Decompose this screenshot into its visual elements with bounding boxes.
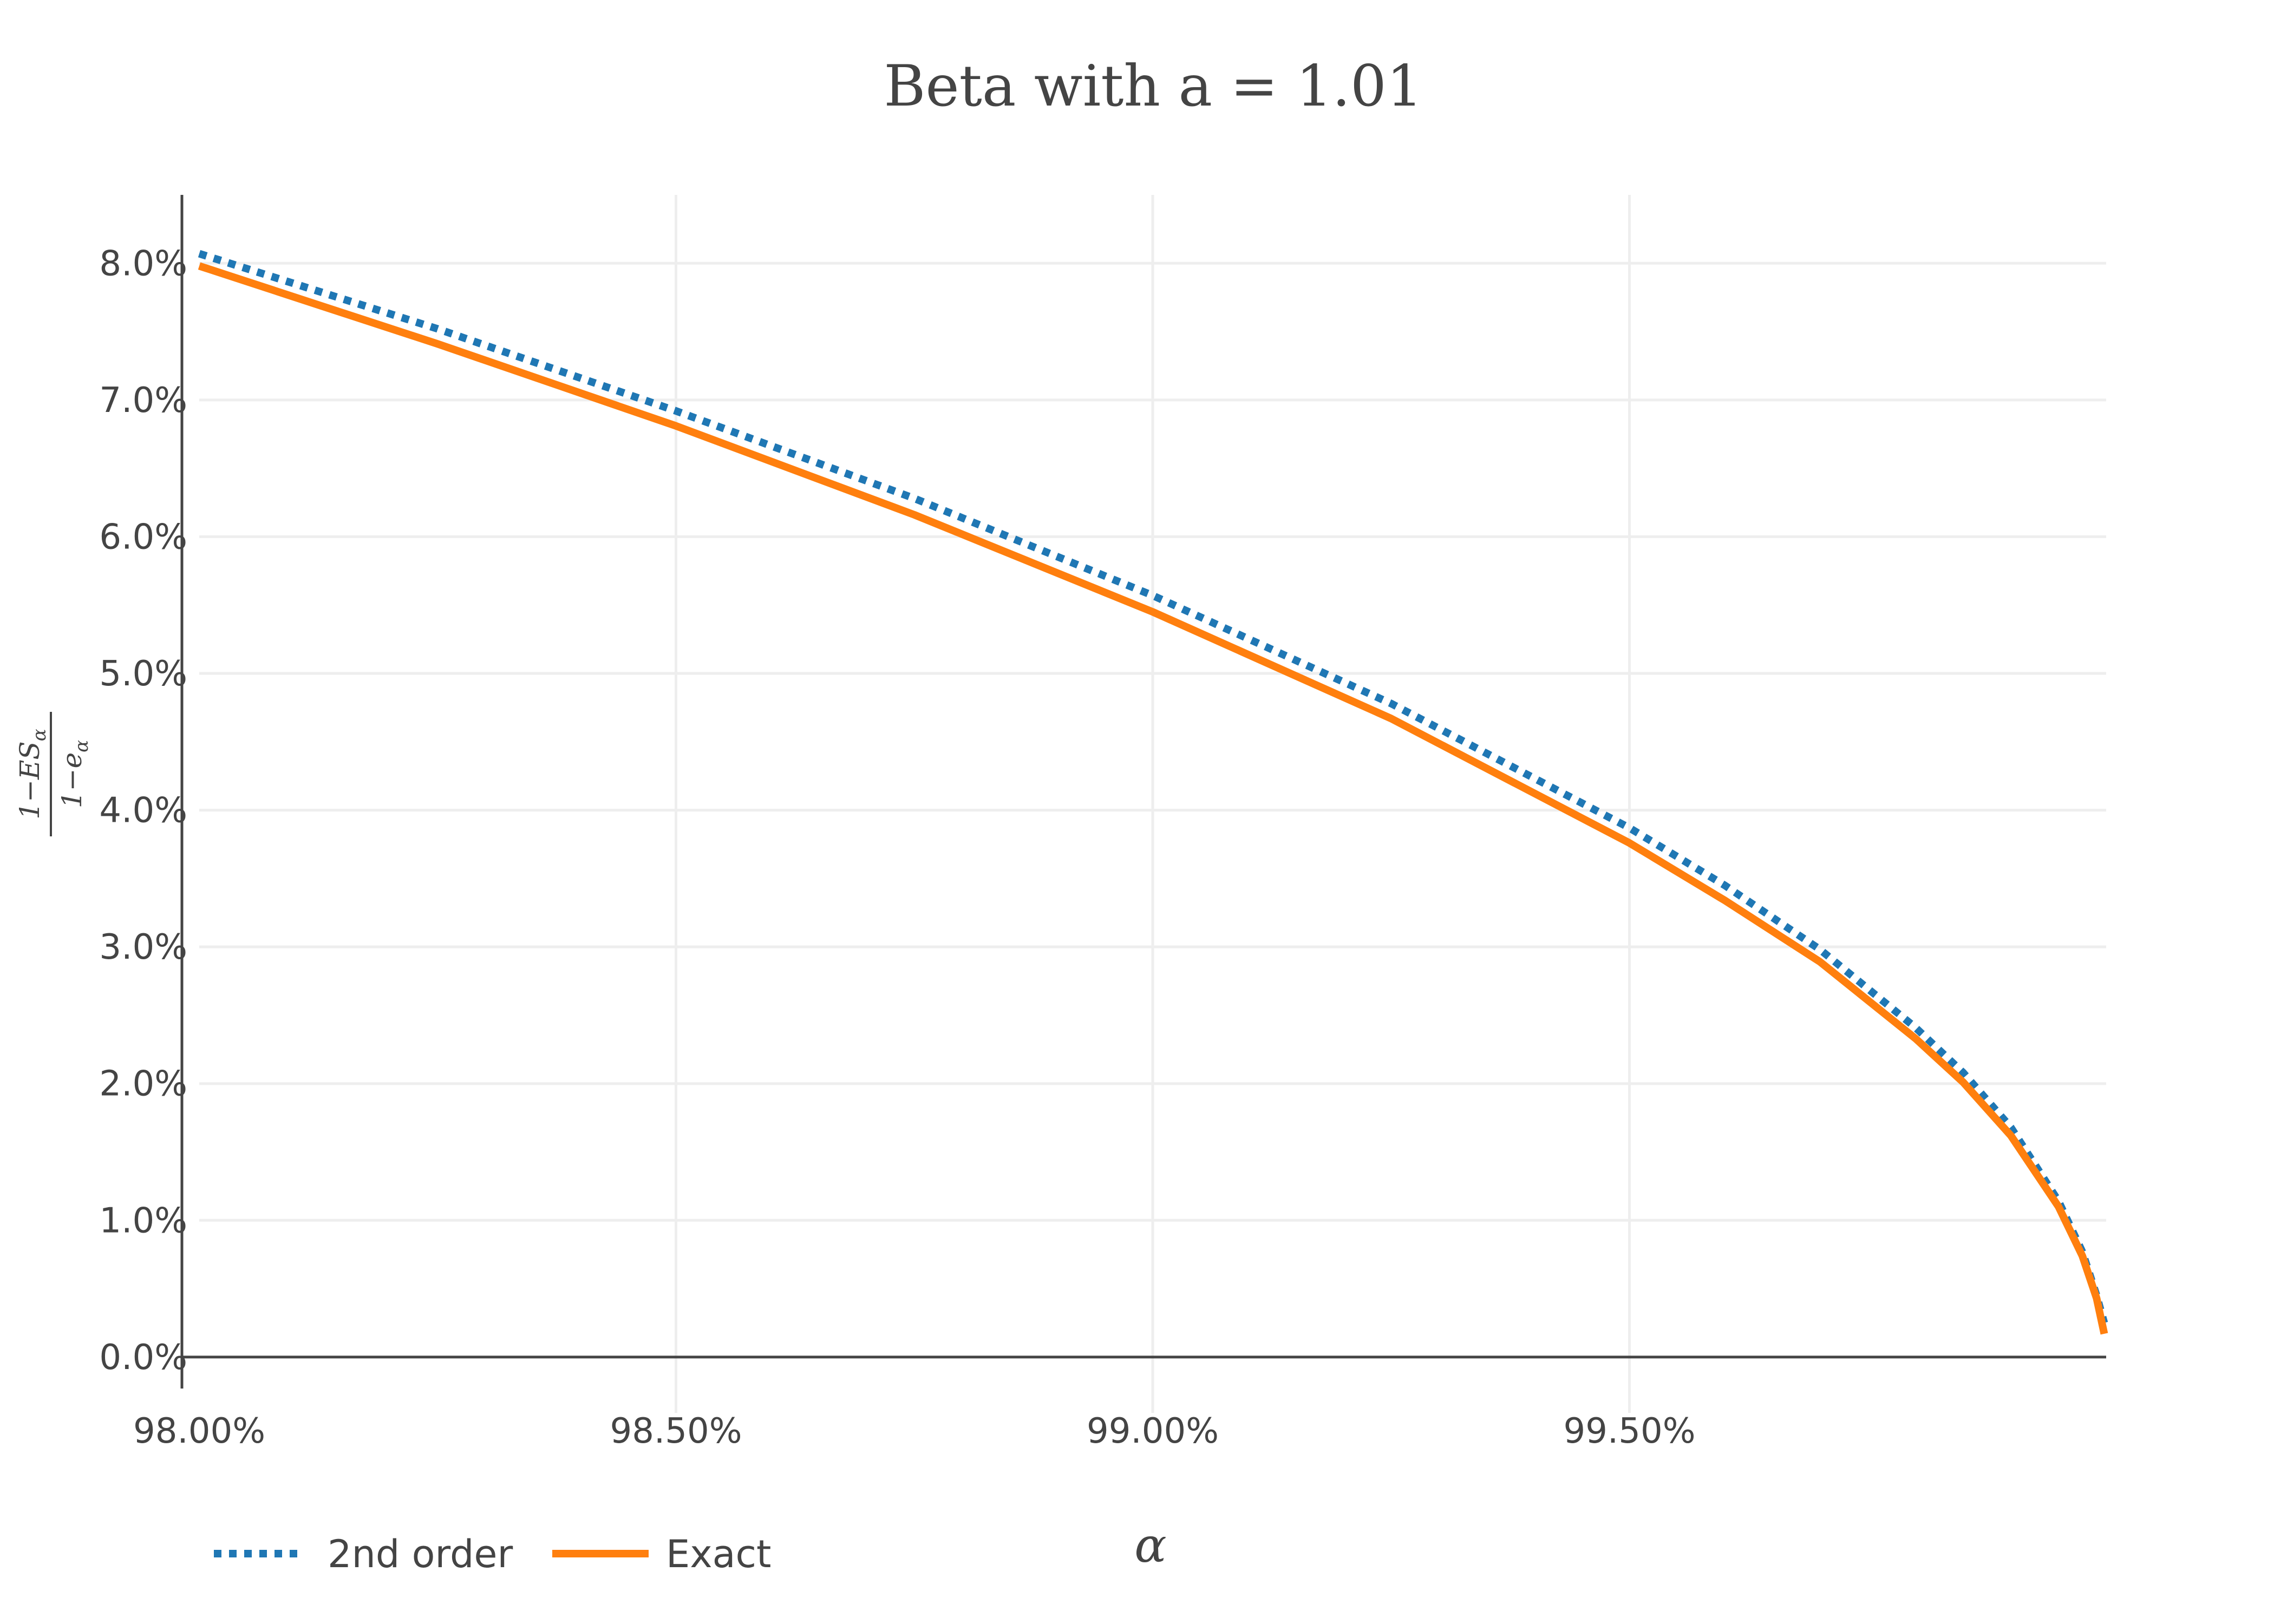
x-tick-label: 99.50%: [1563, 1411, 1695, 1451]
y-axis-title-numerator-sub: α: [29, 729, 50, 741]
x-axis-title: α: [1134, 1517, 1166, 1573]
series-line-2nd-order: [198, 250, 2108, 1324]
y-tick-label: 3.0%: [99, 927, 187, 967]
chart-title: Beta with a = 1.01: [884, 53, 1422, 119]
series-lines: [198, 250, 2108, 1335]
grid-lines: [199, 195, 2106, 1413]
y-axis-title-numerator-main: 1−ES: [14, 741, 45, 819]
y-tick-label: 2.0%: [99, 1064, 187, 1104]
legend-item-2nd-order[interactable]: 2nd order: [214, 1532, 513, 1576]
legend-label-2nd-order: 2nd order: [328, 1532, 513, 1576]
y-axis-title: 1−ESα 1−eα: [14, 712, 93, 836]
y-axis-title-denominator-sub: α: [71, 740, 93, 752]
legend: 2nd order Exact: [214, 1532, 771, 1576]
x-tick-label: 98.50%: [610, 1411, 742, 1451]
y-tick-label: 8.0%: [99, 244, 187, 284]
y-tick-label: 6.0%: [99, 517, 187, 557]
y-tick-label: 4.0%: [99, 791, 187, 831]
legend-label-exact: Exact: [666, 1532, 771, 1576]
series-line-exact: [198, 262, 2108, 1335]
y-tick-label: 1.0%: [99, 1201, 187, 1241]
x-tick-label: 98.00%: [133, 1411, 265, 1451]
y-axis-title-numerator: 1−ESα: [14, 729, 50, 819]
y-axis-title-denominator-main: 1−e: [56, 752, 88, 808]
tick-labels: 0.0% 1.0% 2.0% 3.0% 4.0% 5.0% 6.0% 7.0% 8.0% 98.0…: [99, 244, 1695, 1451]
y-tick-label: 0.0%: [99, 1338, 187, 1378]
y-tick-label: 7.0%: [99, 381, 187, 421]
axes: [180, 195, 2106, 1389]
x-tick-label: 99.00%: [1087, 1411, 1219, 1451]
y-axis-title-denominator: 1−eα: [56, 740, 93, 808]
legend-item-exact[interactable]: Exact: [552, 1532, 771, 1576]
y-tick-label: 5.0%: [99, 654, 187, 694]
